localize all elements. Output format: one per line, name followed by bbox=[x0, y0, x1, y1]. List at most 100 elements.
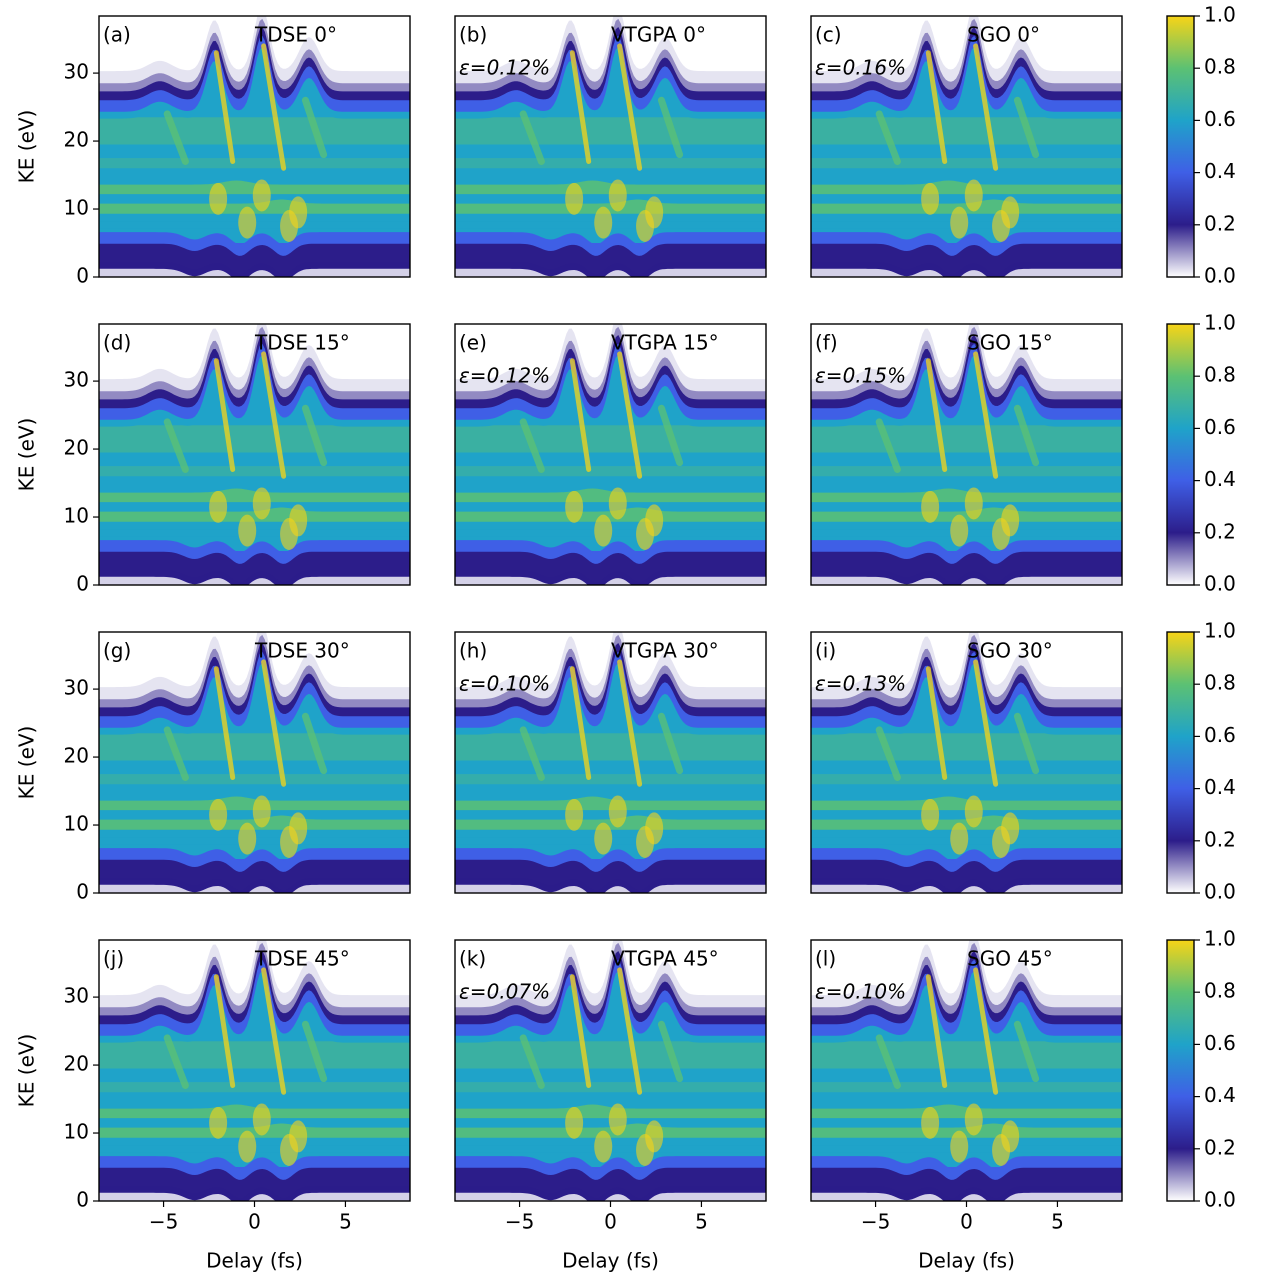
y-tick-label: 20 bbox=[64, 744, 89, 768]
heatmap-spot bbox=[209, 1106, 228, 1139]
heatmap-region bbox=[99, 1041, 410, 1069]
heatmap-streak bbox=[261, 659, 287, 787]
heatmap-spot bbox=[636, 210, 655, 243]
heatmap-region bbox=[811, 425, 1122, 453]
panel-annotation: ε=0.15% bbox=[815, 364, 906, 388]
panel-frame bbox=[98, 323, 411, 586]
heatmap-streak bbox=[657, 712, 684, 775]
heatmap-streak bbox=[569, 358, 592, 472]
heatmap-spot bbox=[565, 182, 584, 215]
heatmap-streak bbox=[213, 358, 236, 472]
heatmap-spot bbox=[238, 1130, 257, 1163]
colorbar-tick-label: 0.2 bbox=[1204, 827, 1236, 851]
panel-label: (h) bbox=[459, 639, 487, 663]
heatmap-spot bbox=[992, 210, 1011, 243]
heatmap-spot bbox=[608, 179, 627, 212]
heatmap-streak bbox=[301, 404, 328, 467]
heatmap-region bbox=[99, 199, 410, 214]
heatmap-image bbox=[455, 324, 766, 585]
heatmap-streak bbox=[519, 1034, 545, 1089]
y-tick-label: 30 bbox=[64, 984, 89, 1008]
heatmap-spot bbox=[565, 490, 584, 523]
colorbar-tick-label: 1.0 bbox=[1204, 619, 1236, 643]
heatmap-spot bbox=[950, 514, 969, 547]
x-axis-label: Delay (fs) bbox=[206, 1249, 303, 1273]
x-tick-label: 0 bbox=[960, 1210, 973, 1234]
heatmap-spot bbox=[209, 182, 228, 215]
heatmap-streak bbox=[261, 43, 287, 171]
heatmap-streak bbox=[925, 974, 948, 1088]
heatmap-spot bbox=[964, 1103, 983, 1136]
heatmap-image bbox=[455, 940, 766, 1201]
heatmap-streak bbox=[163, 1034, 189, 1089]
heatmap-spot bbox=[238, 514, 257, 547]
colorbar bbox=[1166, 939, 1195, 1202]
y-tick-label: 20 bbox=[64, 128, 89, 152]
panel-frame bbox=[810, 323, 1123, 586]
heatmap-spot bbox=[594, 1130, 613, 1163]
heatmap-spot bbox=[921, 1106, 940, 1139]
y-tick-label: 0 bbox=[76, 1188, 89, 1212]
heatmap-streak bbox=[1013, 96, 1040, 159]
heatmap-region bbox=[99, 774, 410, 785]
heatmap-region bbox=[99, 268, 410, 277]
colorbar-tick-label: 0.0 bbox=[1204, 264, 1236, 288]
colorbar-tick-label: 0.2 bbox=[1204, 1135, 1236, 1159]
heatmap-streak bbox=[617, 351, 643, 479]
heatmap-streak bbox=[213, 974, 236, 1088]
heatmap-streak bbox=[1013, 712, 1040, 775]
heatmap-spot bbox=[594, 514, 613, 547]
heatmap-region bbox=[455, 1167, 766, 1201]
heatmap-streak bbox=[519, 418, 545, 473]
heatmap-spot bbox=[608, 1103, 627, 1136]
heatmap-spot bbox=[280, 826, 299, 859]
heatmap-image bbox=[811, 632, 1122, 893]
panel-title: TDSE 15° bbox=[254, 331, 350, 355]
panel-annotation: ε=0.13% bbox=[815, 672, 906, 696]
x-tick-label: 0 bbox=[248, 1210, 261, 1234]
panel-title: VTGPA 0° bbox=[611, 23, 706, 47]
panel-annotation: ε=0.10% bbox=[459, 672, 550, 696]
heatmap-spot bbox=[921, 798, 940, 831]
heatmap-region bbox=[455, 733, 766, 761]
colorbar bbox=[1166, 15, 1195, 278]
colorbar-tick-label: 0.0 bbox=[1204, 880, 1236, 904]
heatmap-image bbox=[455, 632, 766, 893]
y-tick-label: 10 bbox=[64, 196, 89, 220]
heatmap-spot bbox=[636, 1134, 655, 1167]
heatmap-streak bbox=[973, 659, 999, 787]
heatmap-region bbox=[455, 1041, 766, 1069]
colorbar-tick-label: 0.4 bbox=[1204, 159, 1236, 183]
heatmap-region bbox=[811, 158, 1122, 169]
heatmap-region bbox=[811, 507, 1122, 522]
panel-label: (j) bbox=[103, 947, 124, 971]
heatmap-region bbox=[99, 884, 410, 893]
heatmap-region bbox=[455, 1123, 766, 1138]
heatmap-streak bbox=[925, 358, 948, 472]
heatmap-spot bbox=[280, 210, 299, 243]
panel-label: (f) bbox=[815, 331, 838, 355]
panel-label: (l) bbox=[815, 947, 836, 971]
colorbar-tick-label: 0.6 bbox=[1204, 723, 1236, 747]
heatmap-streak bbox=[1013, 1020, 1040, 1083]
panel-label: (i) bbox=[815, 639, 836, 663]
heatmap-spot bbox=[594, 206, 613, 239]
heatmap-region bbox=[811, 733, 1122, 761]
x-tick-label: −5 bbox=[505, 1210, 534, 1234]
heatmap-spot bbox=[252, 795, 271, 828]
heatmap-spot bbox=[964, 795, 983, 828]
heatmap-spot bbox=[594, 822, 613, 855]
heatmap-region bbox=[811, 1192, 1122, 1201]
colorbar-tick-label: 0.0 bbox=[1204, 572, 1236, 596]
heatmap-streak bbox=[213, 50, 236, 164]
colorbar-tick-label: 0.4 bbox=[1204, 1083, 1236, 1107]
heatmap-streak bbox=[875, 726, 901, 781]
colorbar bbox=[1166, 631, 1195, 894]
panel-frame bbox=[98, 631, 411, 894]
colorbar-tick-label: 0.6 bbox=[1204, 415, 1236, 439]
colorbar-tick-label: 0.8 bbox=[1204, 363, 1236, 387]
colorbar-tick-label: 0.4 bbox=[1204, 467, 1236, 491]
x-tick-label: 5 bbox=[339, 1210, 352, 1234]
heatmap-spot bbox=[636, 826, 655, 859]
heatmap-spot bbox=[950, 206, 969, 239]
